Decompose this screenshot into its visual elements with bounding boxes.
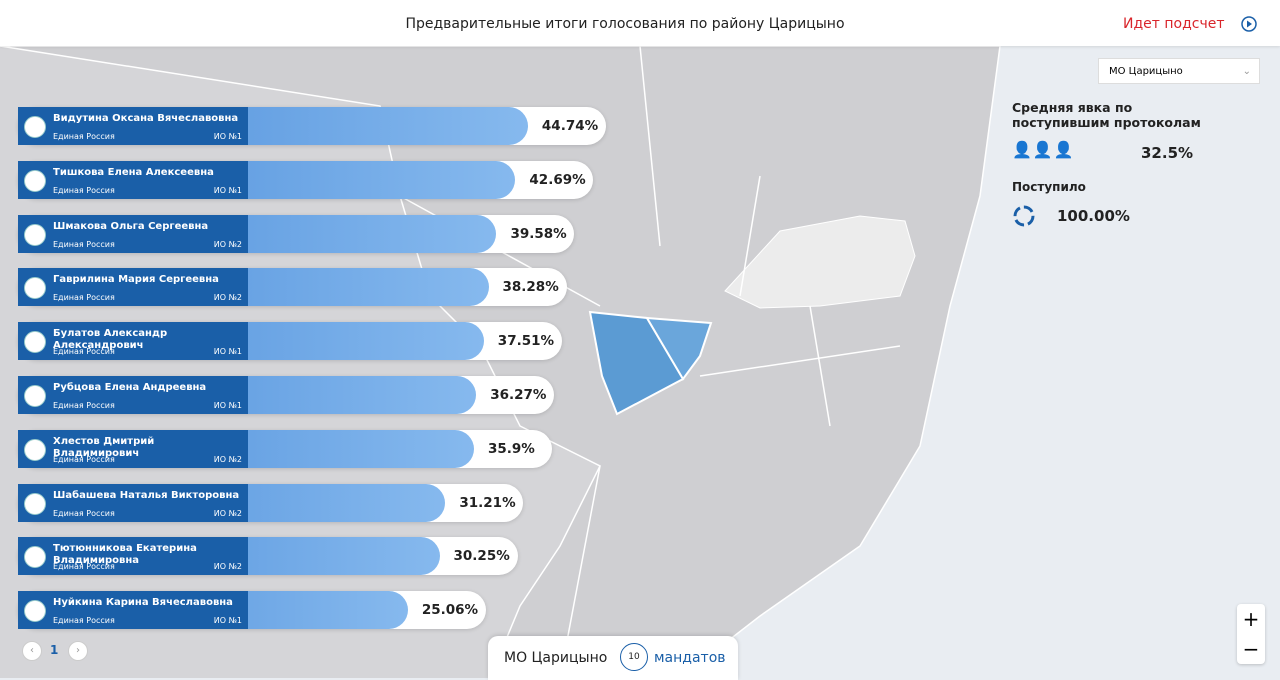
candidate-name: Гаврилина Мария Сергеевна	[53, 274, 219, 286]
party-name: Единая Россия	[53, 293, 115, 303]
candidate-name: Рубцова Елена Андреевна	[53, 382, 207, 393]
candidate-name: Тишкова Елена Алексеевна	[53, 166, 214, 178]
party-logo	[24, 223, 46, 246]
district-name: ИО №2	[213, 508, 242, 518]
play-button[interactable]	[1241, 16, 1257, 32]
candidate-info: Шмакова Ольга Сергеевна Единая Россия ИО №…	[18, 214, 248, 253]
candidate-name: Нуйкина Карина Вячеславовна	[53, 597, 233, 609]
candidate-name: Шабашева Наталья Викторовна	[53, 489, 240, 501]
party-name: Единая Россия	[53, 616, 115, 626]
mandates-count: 10	[620, 643, 648, 671]
turnout-label: Средняя явка по поступившим протоколам	[1012, 100, 1201, 130]
party-logo	[24, 277, 46, 300]
district-name: ИО №2	[213, 454, 242, 464]
percent-label: 36.27%	[490, 387, 547, 403]
party-logo	[24, 116, 46, 138]
zoom-in[interactable]: +	[1242, 607, 1260, 631]
page-number[interactable]: 1	[50, 643, 59, 657]
turnout-value: 32.5%	[1141, 144, 1194, 162]
percent-label: 42.69%	[529, 171, 586, 188]
received-label: Поступило	[1012, 180, 1086, 194]
candidate-name: Тютюнникова Екатерина Владимировна	[53, 543, 197, 567]
percent-label: 37.51%	[497, 333, 555, 350]
title: Предварительные итоги голосования по рай…	[405, 16, 845, 32]
footer-panel: МО Царицыно 10 мандатов	[488, 636, 738, 680]
percent-label: 44.74%	[541, 118, 599, 134]
district-name: ИО №1	[213, 347, 242, 357]
prev-page[interactable]: ‹	[22, 641, 42, 661]
party-logo	[24, 169, 46, 192]
received-value: 100.00%	[1057, 207, 1130, 225]
candidate-info: Хлестов Дмитрий Владимирович Единая Росси…	[18, 429, 248, 468]
party-name: Единая Россия	[53, 401, 115, 410]
district-name: ИО №1	[213, 401, 242, 410]
district-name: ИО №2	[213, 239, 242, 249]
candidate-name: Шмакова Ольга Сергеевна	[53, 220, 209, 232]
percent-label: 38.28%	[502, 279, 559, 296]
party-name: Единая Россия	[53, 508, 115, 518]
district-name: ИО №2	[213, 293, 242, 303]
district-name: ИО №1	[213, 185, 242, 195]
candidate-info: Видутина Оксана Вячеславовна Единая Росси…	[18, 107, 248, 145]
candidate-name: Булатов Александр Александрович	[53, 328, 168, 352]
turnout-icons: 👤👤👤	[1012, 140, 1075, 159]
select-text: МО Царицыно	[1109, 66, 1183, 77]
mandates-label: мандатов	[654, 650, 726, 666]
district-select[interactable]: МО Царицыно ⌄	[1098, 58, 1260, 84]
party-logo	[24, 385, 46, 407]
candidate-info: Шабашева Наталья Викторовна Единая Россия…	[18, 483, 248, 522]
district-name: ИО №1	[213, 616, 242, 626]
party-name: Единая Россия	[53, 562, 115, 572]
party-logo	[24, 546, 46, 569]
party-name: Единая Россия	[53, 185, 115, 195]
party-logo	[24, 600, 46, 623]
district-name: ИО №2	[213, 562, 242, 572]
percent-label: 30.25%	[453, 548, 510, 565]
candidate-info: Гаврилина Мария Сергеевна Единая Россия ИО…	[18, 268, 248, 307]
party-name: Единая Россия	[53, 132, 115, 141]
candidate-info: Тишкова Елена Алексеевна Единая Россия ИО …	[18, 160, 248, 199]
candidate-name: Видутина Оксана Вячеславовна	[53, 113, 239, 124]
header: Предварительные итоги голосования по рай…	[0, 0, 1280, 46]
party-name: Единая Россия	[53, 239, 115, 249]
candidate-info: Нуйкина Карина Вячеславовна Единая Россия…	[18, 591, 248, 630]
party-name: Единая Россия	[53, 454, 115, 464]
zoom-controls: + −	[1237, 604, 1265, 664]
candidate-info: Рубцова Елена Андреевна Единая Россия ИО №…	[18, 376, 248, 414]
percent-label: 25.06%	[421, 602, 479, 619]
party-logo	[24, 492, 46, 515]
received-icon	[1013, 205, 1035, 227]
percent-label: 35.9%	[487, 440, 535, 457]
party-name: Единая Россия	[53, 347, 115, 357]
party-logo	[24, 331, 46, 354]
percent-label: 39.58%	[510, 225, 567, 242]
candidate-name: Хлестов Дмитрий Владимирович	[53, 435, 155, 459]
next-page[interactable]: ›	[68, 641, 88, 661]
footer-district: МО Царицыно	[504, 650, 608, 666]
candidate-info: Тютюнникова Екатерина Владимировна Единая…	[18, 537, 248, 576]
percent-label: 31.21%	[459, 494, 516, 511]
district-name: ИО №1	[213, 132, 242, 141]
candidate-info: Булатов Александр Александрович Единая Ро…	[18, 322, 248, 361]
zoom-out[interactable]: −	[1242, 637, 1260, 661]
party-logo	[24, 438, 46, 461]
status: Идет подсчет	[1123, 16, 1225, 32]
